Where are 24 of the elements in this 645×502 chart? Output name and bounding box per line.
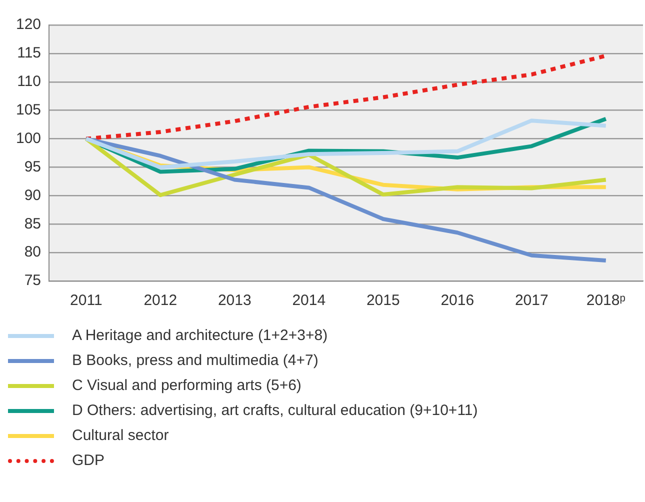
x-tick-label: 2014 [292,292,326,310]
y-tick-label: 110 [17,73,42,90]
y-tick-label: 100 [16,130,42,147]
y-tick-label: 85 [24,215,42,232]
x-tick-label: 2013 [218,292,252,310]
legend-label: A Heritage and architecture (1+2+3+8) [72,327,328,344]
y-tick-label: 75 [24,272,42,290]
y-tick-label: 95 [24,158,42,176]
y-tick-label: 120 [16,16,42,34]
legend-label: Cultural sector [72,427,169,444]
x-tick-label: 2017 [514,292,548,310]
legend-label: D Others: advertising, art crafts, cultural education (9+10+11) [72,402,478,419]
x-tick-label: 2016 [440,292,474,310]
y-tick-label: 105 [16,101,42,118]
legend-label: GDP [72,452,105,469]
legend-label: B Books, press and multimedia (4+7) [72,352,318,369]
x-tick-label: 2018ᵖ [586,292,626,310]
y-tick-label: 115 [17,44,42,62]
y-tick-label: 90 [24,186,42,204]
x-tick-label: 2015 [366,292,400,310]
x-tick-label: 2012 [144,292,178,310]
legend-label: C Visual and performing arts (5+6) [72,377,302,394]
y-tick-label: 80 [24,244,42,261]
x-tick-label: 2011 [70,292,102,310]
